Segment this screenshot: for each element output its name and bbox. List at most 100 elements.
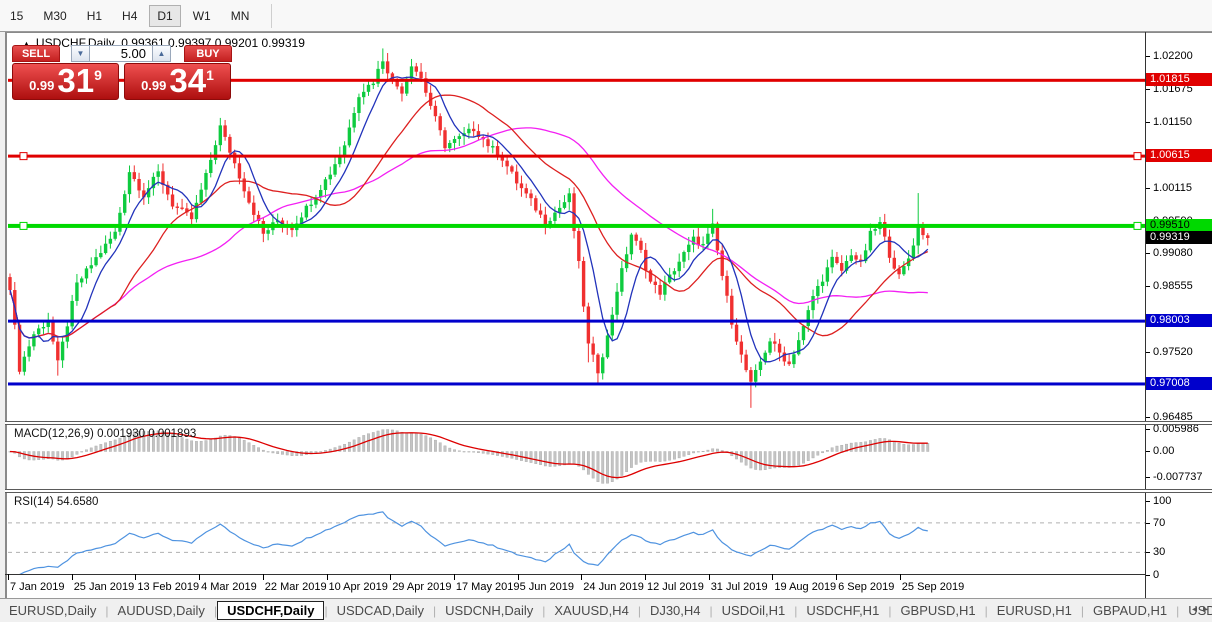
macd-main-value: 0.001930: [97, 428, 146, 440]
price-axis-label: 1.00115: [1153, 181, 1192, 194]
date-axis-tick: [199, 574, 201, 580]
rsi-panel-plot[interactable]: [8, 493, 1145, 574]
date-axis-label: 6 Sep 2019: [838, 581, 895, 593]
chart-tab-eurusd-h1[interactable]: EURUSD,H1: [996, 603, 1072, 618]
horizontal-line-0.98003[interactable]: [8, 319, 1145, 323]
tabs-scroll-right-icon[interactable]: ▸: [1202, 604, 1208, 615]
horizontal-line-1.00615[interactable]: [8, 154, 1145, 158]
price-axis-label: 0.97520: [1153, 345, 1193, 358]
rsi-axis-tick: [1146, 574, 1150, 576]
one-click-trading-panel: SELL ▼ 5.00 ▲ BUY 0.99 31 9 0.99 34 1: [12, 45, 232, 100]
tab-scroll-buttons: ◂ ▸: [1192, 604, 1208, 615]
chart-tab-bar: EURUSD,Daily | AUDUSD,Daily | USDCHF,Daily | U…: [0, 598, 1212, 622]
sell-button[interactable]: SELL: [12, 45, 60, 62]
tab-separator: |: [984, 603, 988, 618]
rsi-line: [19, 511, 928, 574]
timeframe-button-d1[interactable]: D1: [149, 4, 181, 27]
date-axis-label: 4 Mar 2019: [201, 581, 257, 593]
horizontal-line-0.97008[interactable]: [8, 382, 1145, 386]
chart-tab-usdcnh-daily[interactable]: USDCNH,Daily: [445, 603, 534, 618]
rsi-value: 54.6580: [56, 496, 99, 508]
tab-separator: |: [542, 603, 546, 618]
tabs-scroll-left-icon[interactable]: ◂: [1191, 604, 1197, 615]
date-axis-tick: [836, 574, 838, 580]
macd-axis-tick: [1146, 477, 1150, 478]
timeframe-button-h4[interactable]: H4: [122, 8, 138, 23]
rsi-axis-label: 100: [1153, 494, 1172, 507]
candles-layer: [8, 48, 930, 408]
date-axis-tick: [772, 574, 774, 580]
collapse-panel-icon[interactable]: ▲: [22, 39, 31, 49]
date-axis-label: 17 May 2019: [455, 581, 520, 593]
buy-price-button[interactable]: 0.99 34 1: [124, 63, 231, 100]
tab-separator: |: [1176, 603, 1180, 618]
chart-tab-audusd-daily[interactable]: AUDUSD,Daily: [117, 603, 205, 618]
ma-fast-line: [9, 76, 929, 363]
chart-tab-usdchf-h1[interactable]: USDCHF,H1: [806, 603, 880, 618]
price-axis-label: 1.02200: [1153, 50, 1193, 62]
date-axis-tick: [326, 574, 328, 580]
rsi-axis-label: 30: [1153, 546, 1166, 559]
chart-tab-usdoil-h1[interactable]: USDOil,H1: [721, 603, 786, 618]
horizontal-line-1.01815[interactable]: [8, 78, 1145, 82]
price-axis-label: 0.96485: [1153, 410, 1193, 423]
timeframe-button-15[interactable]: 15: [10, 8, 24, 23]
tab-separator: |: [794, 603, 798, 618]
sell-price-pip: 9: [94, 67, 102, 83]
volume-increase-button[interactable]: ▲: [152, 45, 171, 62]
triangle-up-icon: ▲: [157, 49, 166, 58]
date-axis-tick: [899, 574, 901, 580]
date-axis-line: [5, 574, 1146, 575]
macd-splitter[interactable]: [5, 421, 1212, 425]
price-line-label-0.99510: 0.99510: [1146, 218, 1212, 232]
chart-tab-usdjp[interactable]: USDJP: [1188, 603, 1212, 618]
date-axis-label: 25 Jan 2019: [73, 581, 135, 593]
date-axis-label: 7 Jan 2019: [10, 581, 65, 593]
tab-separator: |: [433, 603, 437, 618]
ma-slow-line: [9, 127, 928, 339]
sell-price-small: 0.99: [29, 78, 55, 93]
chart-tab-gbpusd-h1[interactable]: GBPUSD,H1: [900, 603, 976, 618]
date-axis-label: 10 Apr 2019: [328, 581, 388, 593]
volume-decrease-button[interactable]: ▼: [71, 45, 90, 62]
timeframe-toolbar: 15 M30 H1 H4 D1 W1 MN: [0, 0, 1212, 32]
rsi-splitter[interactable]: [5, 489, 1212, 493]
main-chart-plot[interactable]: [8, 32, 1145, 421]
buy-button[interactable]: BUY: [184, 45, 232, 62]
chart-tab-gbpaud-h1[interactable]: GBPAUD,H1: [1092, 603, 1168, 618]
sell-price-button[interactable]: 0.99 31 9: [12, 63, 119, 100]
timeframe-button-w1[interactable]: W1: [192, 8, 211, 23]
chart-window[interactable]: [5, 32, 1212, 598]
date-axis-tick: [262, 574, 264, 580]
price-axis-line: [1145, 32, 1146, 598]
tab-separator: |: [324, 603, 328, 618]
buy-price-small: 0.99: [141, 78, 167, 93]
date-axis-label: 25 Sep 2019: [901, 581, 965, 593]
chart-tab-xauusd-h4[interactable]: XAUUSD,H4: [554, 603, 629, 618]
triangle-down-icon: ▼: [76, 49, 85, 58]
chart-tab-eurusd-daily[interactable]: EURUSD,Daily: [9, 603, 97, 618]
macd-panel-plot[interactable]: [8, 425, 1145, 489]
rsi-axis-tick: [1146, 552, 1150, 554]
price-axis-label: 0.99080: [1153, 247, 1193, 260]
rsi-axis-label: 0: [1153, 568, 1160, 581]
timeframe-button-m30[interactable]: M30: [43, 8, 67, 23]
chart-tab-dj30-h4[interactable]: DJ30,H4: [649, 603, 701, 618]
rsi-label: RSI(14) 54.6580: [14, 496, 99, 508]
price-axis-tick: [1146, 89, 1150, 91]
chart-tab-usdchf-daily[interactable]: USDCHF,Daily: [217, 601, 325, 620]
volume-input[interactable]: 5.00: [90, 45, 152, 62]
horizontal-line-0.99510[interactable]: [8, 223, 1145, 228]
timeframe-button-h1[interactable]: H1: [86, 8, 103, 23]
tab-separator: |: [888, 603, 892, 618]
price-axis-tick: [1146, 56, 1150, 57]
ma-mid-line: [9, 94, 929, 339]
timeframe-button-mn[interactable]: MN: [230, 8, 250, 23]
date-axis-label: 5 Jun 2019: [519, 581, 575, 593]
chart-tab-usdcad-daily[interactable]: USDCAD,Daily: [336, 603, 425, 618]
rsi-axis-label: 70: [1153, 516, 1166, 529]
tab-separator: |: [637, 603, 641, 618]
date-axis-tick: [581, 574, 583, 580]
date-axis-tick: [453, 574, 455, 580]
